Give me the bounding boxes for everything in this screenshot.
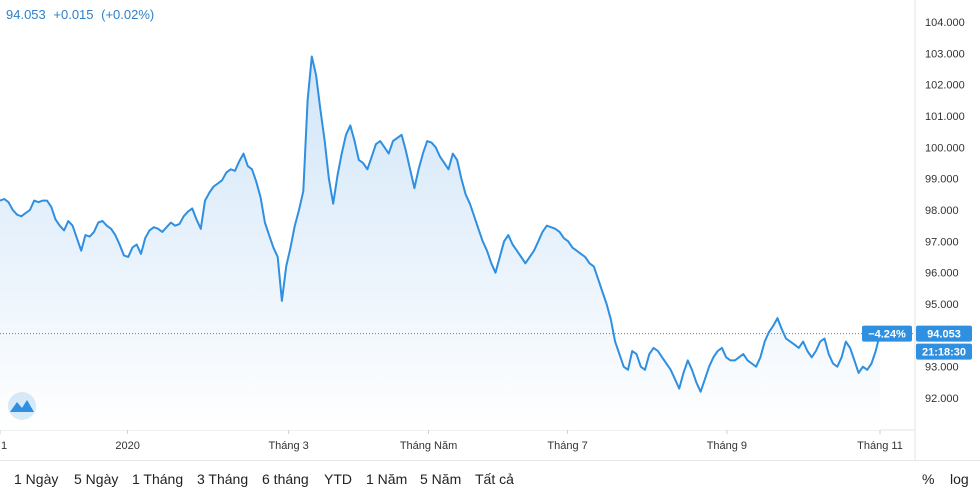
y-tick-label: 100.000 <box>925 142 965 154</box>
range-all[interactable]: Tất cả <box>475 471 514 487</box>
range-6-months[interactable]: 6 tháng <box>262 471 309 487</box>
x-tick-label: Tháng 3 <box>268 440 308 452</box>
logo-icon-glyph <box>10 400 34 412</box>
time-badge <box>916 343 972 360</box>
y-tick-label: 104.000 <box>925 17 965 29</box>
quote-change: +0.015 <box>53 7 94 22</box>
y-tick-label: 96.000 <box>925 268 959 280</box>
range-ytd[interactable]: YTD <box>324 471 352 487</box>
x-tick-label: 2020 <box>115 440 139 452</box>
y-tick-label: 99.000 <box>925 174 959 186</box>
y-tick-label: 102.000 <box>925 80 965 92</box>
quote-change-pct: (+0.02%) <box>101 7 155 22</box>
time-badge-text: 21:18:30 <box>922 347 966 359</box>
y-tick-label: 101.000 <box>925 111 965 123</box>
price-badge-text: 94.053 <box>927 329 961 341</box>
price-badge <box>916 325 972 342</box>
change-pct-badge <box>862 325 912 342</box>
x-tick-label: Tháng Năm <box>400 440 457 452</box>
series-line <box>0 55 881 393</box>
chart-svg: 104.000 103.000 102.000 101.000 100.000 99.00… <box>0 0 972 460</box>
quote-price: 94.053 <box>6 7 46 22</box>
y-tick-label: 92.000 <box>925 393 959 405</box>
y-tick-label: 103.000 <box>925 48 965 60</box>
y-tick-label: 98.000 <box>925 205 959 217</box>
x-tick-label: Tháng 7 <box>547 440 587 452</box>
x-tick-label: 1 <box>1 440 7 452</box>
range-5-days[interactable]: 5 Ngày <box>74 471 119 487</box>
y-tick-label: 97.000 <box>925 236 959 248</box>
price-chart[interactable]: 94.053 +0.015 (+0.02%) 104.000 103.000 102… <box>0 0 980 460</box>
range-3-months[interactable]: 3 Tháng <box>197 471 249 487</box>
log-scale-toggle[interactable]: log <box>950 471 969 487</box>
x-tick-label: Tháng 11 <box>857 440 903 452</box>
percent-scale-toggle[interactable]: % <box>922 471 935 487</box>
change-pct-badge-text: −4.24% <box>868 329 906 341</box>
series-area <box>0 56 880 430</box>
range-1-day[interactable]: 1 Ngày <box>14 471 59 487</box>
quote-header: 94.053 +0.015 (+0.02%) <box>6 7 158 22</box>
x-tick-label: Tháng 9 <box>707 440 747 452</box>
y-tick-label: 93.000 <box>925 362 959 374</box>
y-tick-label: 95.000 <box>925 299 959 311</box>
logo-icon <box>8 392 36 420</box>
range-1-year[interactable]: 1 Năm <box>366 471 408 487</box>
range-toolbar: 1 Ngày 5 Ngày 1 Tháng 3 Tháng 6 tháng YT… <box>0 460 980 500</box>
range-1-month[interactable]: 1 Tháng <box>132 471 184 487</box>
range-5-years[interactable]: 5 Năm <box>420 471 462 487</box>
